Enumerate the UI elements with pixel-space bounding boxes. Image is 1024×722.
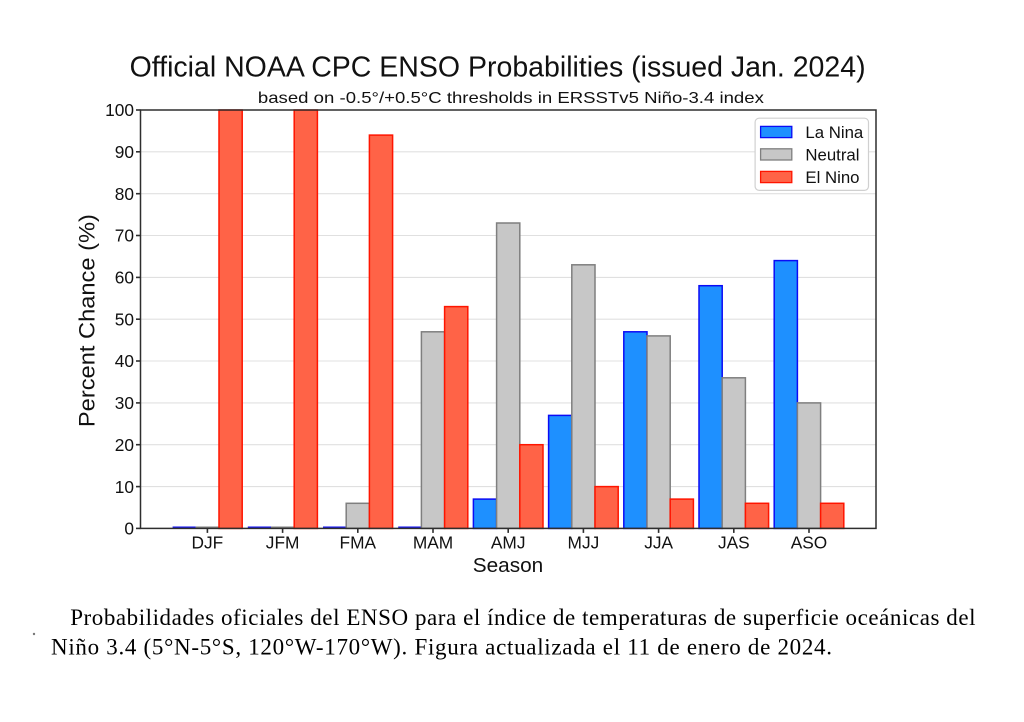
svg-text:MJJ: MJJ	[568, 533, 600, 553]
svg-text:Percent Chance (%): Percent Chance (%)	[75, 214, 100, 427]
svg-text:100: 100	[105, 100, 134, 120]
svg-text:Probabilidades oficiales del E: Probabilidades oficiales del ENSO para e…	[70, 605, 975, 630]
svg-text:La Nina: La Nina	[805, 123, 864, 142]
svg-text:Official NOAA CPC ENSO Probabi: Official NOAA CPC ENSO Probabilities (is…	[130, 52, 866, 84]
svg-text:Season: Season	[473, 554, 544, 577]
svg-text:JFM: JFM	[266, 533, 300, 553]
svg-text:10: 10	[115, 477, 134, 497]
svg-text:based on -0.5°/+0.5°C threshol: based on -0.5°/+0.5°C thresholds in ERSS…	[258, 90, 764, 107]
svg-text:AMJ: AMJ	[491, 533, 526, 553]
svg-text:ASO: ASO	[791, 533, 828, 553]
svg-text:30: 30	[115, 393, 134, 413]
svg-text:MAM: MAM	[413, 533, 453, 553]
svg-text:DJF: DJF	[192, 533, 224, 553]
svg-text:70: 70	[115, 226, 134, 246]
svg-text:Niño 3.4 (5°N-5°S, 120°W-170°W: Niño 3.4 (5°N-5°S, 120°W-170°W). Figura …	[51, 635, 832, 660]
svg-text:90: 90	[115, 142, 134, 162]
svg-text:0: 0	[124, 519, 134, 539]
svg-text:JJA: JJA	[644, 533, 673, 553]
svg-text:80: 80	[115, 184, 134, 204]
svg-text:JAS: JAS	[718, 533, 750, 553]
svg-text:40: 40	[115, 351, 134, 371]
svg-text:50: 50	[115, 309, 134, 329]
svg-text:El Nino: El Nino	[805, 168, 859, 187]
svg-text:Neutral: Neutral	[805, 146, 859, 165]
svg-text:60: 60	[115, 268, 134, 288]
svg-text:20: 20	[115, 435, 134, 455]
svg-text:FMA: FMA	[340, 533, 377, 553]
